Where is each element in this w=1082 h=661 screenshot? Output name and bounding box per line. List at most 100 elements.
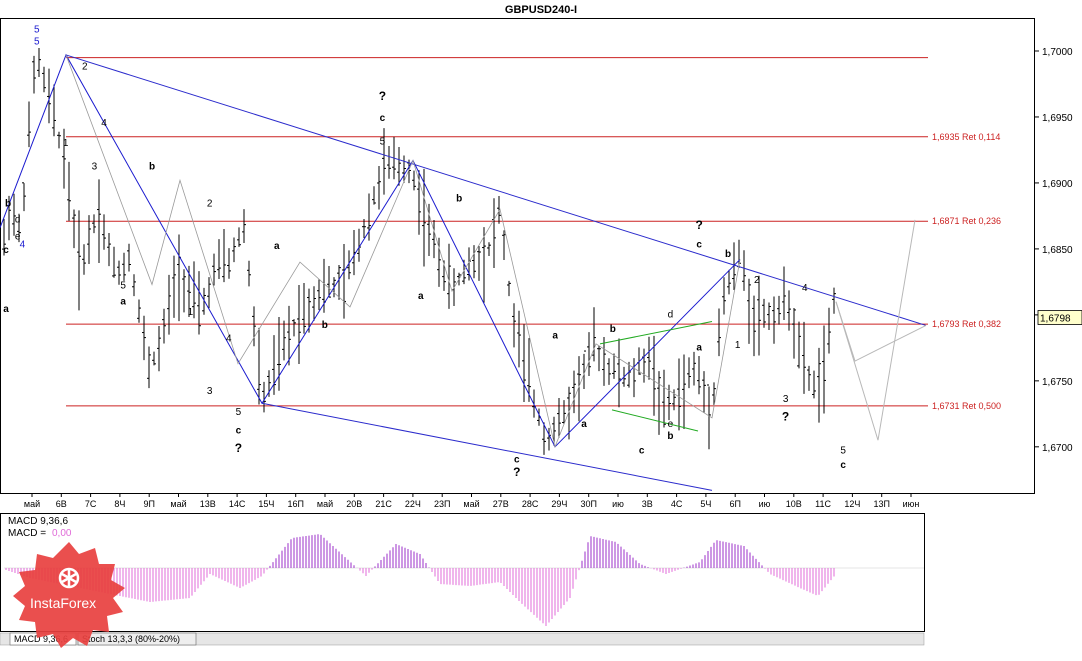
x-tick-label: 15Ч: [258, 499, 274, 509]
lower-channel-line: [261, 402, 713, 491]
macd-legend-params: MACD 9,36,6: [8, 516, 68, 527]
wave-label: 4: [802, 283, 808, 294]
projection-line-alt: [835, 301, 927, 362]
wave-label: 3: [207, 386, 213, 397]
wave-label: 4: [20, 240, 26, 251]
wave-label: 5: [236, 407, 242, 418]
tab-macd-label: MACD 9,36,6: [14, 634, 68, 644]
wave-label: 4: [101, 118, 107, 129]
sub-wave-outline: [65, 54, 741, 449]
wave-label: ?: [696, 218, 703, 232]
wave-label: 2: [754, 275, 760, 286]
wave-label: c: [3, 245, 9, 256]
instaforex-logo-icon: [9, 540, 129, 650]
x-tick-label: 8Ч: [114, 499, 125, 509]
wave-label: c: [236, 426, 242, 437]
x-tick-label: 13В: [200, 499, 216, 509]
x-tick-label: 9П: [143, 499, 154, 509]
x-tick-label: май: [317, 499, 333, 509]
wave-label: 5: [34, 25, 40, 36]
wave-label: a: [418, 291, 424, 302]
price-tag-label: 1,6798: [1040, 314, 1071, 325]
projection-line: [835, 219, 916, 441]
y-tick-label: 1,6900: [1042, 179, 1073, 190]
x-tick-label: 27В: [493, 499, 509, 509]
wave-label: 5: [120, 280, 126, 291]
x-tick-label: 16П: [287, 499, 303, 509]
upper-channel-line: [65, 54, 927, 326]
wave-label: b: [456, 193, 462, 204]
price-tag-box: [1037, 310, 1082, 325]
x-tick-label: ию: [759, 499, 771, 509]
wave-label: b: [610, 324, 616, 335]
tab-strip: [0, 632, 925, 646]
wave-label: ?: [235, 441, 242, 455]
x-tick-label: 23П: [434, 499, 450, 509]
wave-label: a: [552, 331, 558, 342]
x-tick-label: 6П: [729, 499, 740, 509]
wave-label: ?: [513, 465, 520, 479]
wave-label: 3: [783, 394, 789, 405]
main-panel-frame: [0, 18, 1035, 494]
wave-label: d: [15, 215, 21, 226]
wave-label: e: [668, 419, 674, 430]
wave-label: c: [514, 455, 520, 466]
wave-label: c: [696, 240, 702, 251]
retracement-label: 1,6793 Ret 0,382: [932, 319, 1001, 329]
wave-label: 2: [207, 199, 213, 210]
wave-label: b: [322, 320, 328, 331]
wave-label: d: [668, 310, 674, 321]
x-tick-label: 22Ч: [405, 499, 421, 509]
wave-label: ?: [782, 409, 789, 423]
wave-label: c: [380, 113, 386, 124]
wave-label: 1: [188, 307, 194, 318]
wave-label: b: [5, 199, 11, 210]
x-tick-label: июн: [903, 499, 920, 509]
x-tick-label: 14С: [229, 499, 246, 509]
wave-label: c: [639, 445, 645, 456]
wave-label: c: [840, 460, 846, 471]
wave-label: 2: [82, 61, 88, 72]
y-tick-label: 1,6750: [1042, 377, 1073, 388]
x-tick-label: 3В: [642, 499, 653, 509]
macd-legend-label: MACD =: [8, 528, 46, 539]
wave-label: a: [274, 241, 280, 252]
green-upper-line: [599, 320, 713, 345]
x-tick-label: 4С: [671, 499, 683, 509]
retracement-label: 1,6731 Ret 0,500: [932, 401, 1001, 411]
x-tick-label: 28С: [522, 499, 539, 509]
wave-label: a: [3, 304, 9, 315]
wave-label: 1: [735, 340, 741, 351]
x-tick-label: 29Ч: [551, 499, 567, 509]
x-tick-label: ию: [612, 499, 624, 509]
x-tick-label: май: [463, 499, 479, 509]
y-tick-label: 1,7000: [1042, 47, 1073, 58]
wave-label: 5: [840, 445, 846, 456]
x-tick-label: 12Ч: [844, 499, 860, 509]
wave-label: 1: [63, 138, 69, 149]
x-tick-label: май: [170, 499, 186, 509]
x-tick-label: 10В: [786, 499, 802, 509]
tab-stoch-label: Stoch 13,3,3 (80%-20%): [82, 634, 180, 644]
wave-label: b: [149, 162, 155, 173]
x-tick-label: 11С: [815, 499, 831, 509]
wave-label: ?: [379, 89, 386, 103]
wave-label: b: [725, 249, 731, 260]
y-tick-label: 1,6950: [1042, 113, 1073, 124]
wave-label: a: [581, 419, 587, 430]
elliott-wave-line: [0, 53, 741, 448]
x-tick-label: 7С: [85, 499, 97, 509]
x-tick-label: 21С: [375, 499, 392, 509]
retracement-label: 1,6935 Ret 0,114: [932, 132, 1000, 142]
x-tick-label: 5Ч: [700, 499, 711, 509]
x-tick-label: 30П: [580, 499, 596, 509]
x-tick-label: 13П: [873, 499, 889, 509]
chart-title: GBPUSD240-I: [505, 4, 577, 16]
brand-label: InstaForex: [30, 595, 97, 611]
wave-label: 3: [92, 162, 98, 173]
green-lower-line: [611, 409, 699, 432]
wave-label: 5: [380, 137, 386, 148]
wave-label: a: [696, 343, 702, 354]
x-tick-label: 6В: [56, 499, 67, 509]
